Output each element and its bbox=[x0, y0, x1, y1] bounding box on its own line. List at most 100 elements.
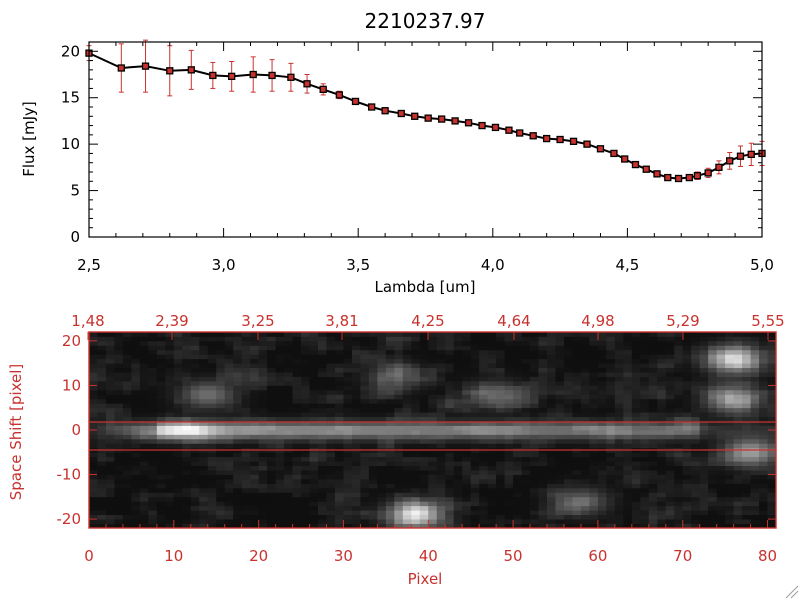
heatmap-cell bbox=[292, 479, 302, 484]
heatmap-cell bbox=[428, 438, 438, 444]
heatmap-cell bbox=[105, 381, 115, 386]
heatmap-cell bbox=[767, 523, 777, 529]
heatmap-cell bbox=[148, 376, 158, 382]
heatmap-cell bbox=[504, 354, 514, 360]
heatmap-cell bbox=[267, 394, 276, 400]
heatmap-cell bbox=[351, 354, 361, 360]
heatmap-cell bbox=[521, 403, 531, 409]
heatmap-cell bbox=[182, 345, 192, 351]
heatmap-cell bbox=[699, 510, 709, 516]
heatmap-cell bbox=[555, 470, 565, 475]
heatmap-cell bbox=[767, 474, 777, 480]
heatmap-cell bbox=[470, 394, 480, 400]
heatmap-cell bbox=[411, 474, 421, 480]
heatmap-cell bbox=[699, 519, 709, 524]
heatmap-cell bbox=[597, 496, 607, 502]
heatmap-cell bbox=[580, 479, 590, 484]
heatmap-cell bbox=[496, 505, 505, 511]
heatmap-cell bbox=[199, 403, 209, 409]
heatmap-cell bbox=[699, 483, 709, 489]
heatmap-cell bbox=[691, 465, 701, 471]
heatmap-cell bbox=[122, 332, 132, 337]
data-point bbox=[505, 126, 513, 134]
heatmap-cell bbox=[436, 389, 446, 395]
heatmap-cell bbox=[224, 496, 234, 502]
heatmap-cell bbox=[241, 407, 251, 413]
heatmap-cell bbox=[563, 434, 573, 440]
heatmap-cell bbox=[131, 505, 141, 511]
heatmap-cell bbox=[589, 479, 599, 484]
heatmap-cell bbox=[326, 438, 336, 444]
heatmap-cell bbox=[563, 461, 573, 467]
heatmap-cell bbox=[309, 403, 319, 409]
heatmap-cell bbox=[733, 354, 743, 360]
heatmap-cell bbox=[563, 345, 573, 351]
heatmap-cell bbox=[105, 412, 115, 418]
heatmap-cell bbox=[716, 385, 726, 391]
heatmap-cell bbox=[258, 501, 268, 507]
heatmap-cell bbox=[521, 479, 531, 484]
heatmap-cell bbox=[173, 479, 183, 484]
heatmap-cell bbox=[428, 389, 438, 395]
heatmap-cell bbox=[343, 479, 353, 484]
heatmap-cell bbox=[750, 394, 760, 400]
heatmap-cell bbox=[657, 505, 667, 511]
heatmap-cell bbox=[250, 505, 260, 511]
heatmap-cell bbox=[216, 349, 226, 355]
heatmap-cell bbox=[89, 345, 98, 351]
heatmap-cell bbox=[284, 470, 293, 475]
heatmap-cell bbox=[233, 461, 243, 467]
heatmap-cell bbox=[597, 425, 607, 431]
heatmap-cell bbox=[538, 354, 548, 360]
heatmap-cell bbox=[284, 514, 293, 520]
heatmap-cell bbox=[453, 465, 463, 471]
heatmap-cell bbox=[250, 372, 260, 377]
heatmap-cell bbox=[733, 394, 743, 400]
heatmap-cell bbox=[343, 345, 353, 351]
heatmap-cell bbox=[699, 474, 709, 480]
heatmap-cell bbox=[445, 523, 455, 529]
heatmap-cell bbox=[190, 438, 200, 444]
heatmap-cell bbox=[555, 349, 565, 355]
heatmap-cell bbox=[114, 510, 124, 516]
heatmap-cell bbox=[275, 434, 285, 440]
heatmap-cell bbox=[122, 345, 132, 351]
heatmap-cell bbox=[343, 519, 353, 524]
heatmap-cell bbox=[665, 412, 675, 418]
heatmap-cell bbox=[199, 443, 209, 449]
heatmap-cell bbox=[597, 434, 607, 440]
heatmap-cell bbox=[258, 332, 268, 337]
heatmap-cell bbox=[445, 430, 455, 435]
heatmap-cell bbox=[665, 394, 675, 400]
heatmap-cell bbox=[233, 474, 243, 480]
heatmap-cell bbox=[487, 336, 497, 342]
heatmap-cell bbox=[216, 474, 226, 480]
heatmap-cell bbox=[708, 332, 718, 337]
heatmap-cell bbox=[682, 430, 692, 435]
heatmap-cell bbox=[190, 332, 200, 337]
heatmap-cell bbox=[631, 425, 641, 431]
heatmap-cell bbox=[385, 345, 395, 351]
heatmap-cell bbox=[182, 421, 192, 426]
resize-grip-icon[interactable] bbox=[785, 585, 799, 599]
heatmap-cell bbox=[716, 425, 726, 431]
heatmap-cell bbox=[207, 425, 217, 431]
top-tick-label: 3,25 bbox=[241, 312, 274, 330]
heatmap-cell bbox=[216, 483, 226, 489]
data-point bbox=[351, 97, 360, 106]
heatmap-cell bbox=[326, 416, 336, 422]
heatmap-cell bbox=[708, 487, 718, 493]
heatmap-cell bbox=[521, 470, 531, 475]
heatmap-cell bbox=[385, 381, 395, 386]
heatmap-cell bbox=[267, 479, 276, 484]
heatmap-cell bbox=[479, 403, 489, 409]
heatmap-cell bbox=[597, 465, 607, 471]
heatmap-cell bbox=[674, 349, 684, 355]
heatmap-cell bbox=[284, 349, 293, 355]
heatmap-cell bbox=[377, 332, 387, 337]
heatmap-cell bbox=[385, 389, 395, 395]
heatmap-cell bbox=[114, 496, 124, 502]
heatmap-cell bbox=[258, 367, 268, 373]
heatmap-cell bbox=[504, 456, 514, 462]
heatmap-cell bbox=[385, 425, 395, 431]
